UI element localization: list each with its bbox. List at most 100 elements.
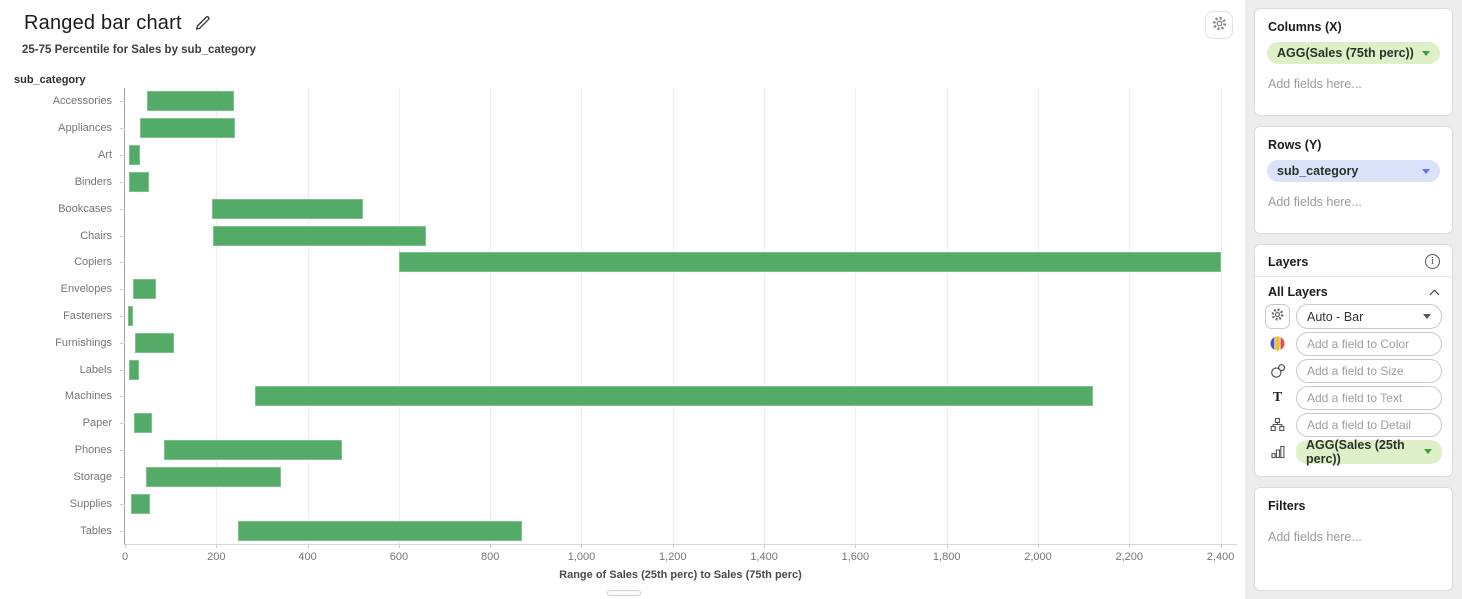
category-label: Labels — [79, 363, 112, 376]
x-axis-tick — [764, 544, 766, 548]
range-bar[interactable] — [128, 306, 134, 326]
x-axis-tick — [581, 544, 583, 548]
rows-field-pill[interactable]: sub_category — [1267, 160, 1440, 182]
gridline — [764, 88, 766, 544]
x-tick-label: 800 — [481, 551, 500, 563]
chart-settings-button[interactable] — [1205, 11, 1233, 39]
filters-add-fields-placeholder[interactable]: Add fields here... — [1268, 530, 1362, 544]
category-label: Appliances — [58, 122, 112, 135]
rows-shelf-title: Rows (Y) — [1268, 138, 1322, 152]
info-icon[interactable]: i — [1425, 254, 1440, 269]
size-icon — [1264, 363, 1291, 379]
chevron-down-icon — [1424, 449, 1432, 454]
gridline — [946, 88, 948, 544]
gridline — [581, 88, 583, 544]
layers-header: Layers i — [1255, 245, 1452, 277]
x-tick-label: 600 — [389, 551, 409, 563]
category-label: Accessories — [52, 95, 112, 108]
range-bar[interactable] — [255, 386, 1093, 407]
columns-add-fields-placeholder[interactable]: Add fields here... — [1268, 77, 1362, 91]
range-bar[interactable] — [163, 440, 342, 461]
color-field-input[interactable] — [1296, 331, 1442, 356]
y-axis-tick — [120, 262, 125, 264]
rows-shelf: Rows (Y) sub_category Add fields here... — [1254, 126, 1453, 234]
chevron-down-icon — [1422, 168, 1430, 174]
gridline — [855, 88, 857, 544]
bar-chart-icon — [1264, 444, 1291, 459]
filters-shelf: Filters Add fields here... — [1254, 487, 1453, 591]
chevron-down-icon — [1423, 314, 1431, 319]
mark-type-row: Auto - Bar — [1255, 303, 1452, 330]
gridline — [398, 88, 400, 544]
edit-title-button[interactable] — [194, 13, 212, 34]
y-axis-tick — [120, 181, 125, 183]
y-axis-tick — [120, 208, 125, 210]
range-bar[interactable] — [238, 520, 523, 541]
x-axis-tick — [1129, 544, 1131, 548]
all-layers-row: All Layers — [1255, 277, 1452, 303]
category-label: Envelopes — [60, 283, 112, 296]
range-bar[interactable] — [129, 171, 150, 192]
x-axis-tick — [855, 544, 857, 548]
x-axis-tick — [216, 544, 218, 548]
y-axis-tick — [120, 396, 125, 398]
x-tick-label: 2,200 — [1115, 551, 1144, 563]
pencil-icon — [194, 13, 212, 34]
range-bar[interactable] — [140, 118, 235, 139]
layer-settings-button[interactable] — [1265, 304, 1290, 329]
detail-field-input[interactable] — [1296, 412, 1442, 437]
mark-type-select[interactable]: Auto - Bar — [1296, 304, 1442, 329]
y-axis-tick — [120, 476, 125, 478]
x-tick-label: 1,400 — [750, 551, 778, 563]
x-tick-label: 2,000 — [1024, 551, 1052, 563]
filters-shelf-title: Filters — [1268, 499, 1306, 513]
y-axis-tick — [120, 128, 125, 130]
range-bar[interactable] — [130, 493, 150, 514]
range-bar[interactable] — [128, 359, 139, 380]
range-bar[interactable] — [145, 466, 282, 487]
x-tick-label: 2,400 — [1206, 551, 1235, 563]
columns-field-pill-label: AGG(Sales (75th perc)) — [1277, 46, 1414, 60]
plot-area: 0 200 400 600 800 1,000 1,200 1,400 1,600 1,800 2,… — [120, 88, 1237, 563]
columns-field-pill[interactable]: AGG(Sales (75th perc)) — [1267, 42, 1440, 64]
y-axis-tick — [120, 503, 125, 505]
x-axis-tick — [125, 544, 126, 548]
measure-field-pill-label: AGG(Sales (25th perc)) — [1306, 437, 1405, 466]
y-axis-tick — [120, 530, 125, 532]
x-axis-tick — [946, 544, 948, 548]
color-icon — [1264, 336, 1291, 351]
page-title: Ranged bar chart — [24, 12, 182, 34]
color-encoding-row — [1255, 330, 1452, 357]
y-axis-tick — [120, 101, 125, 103]
y-axis-tick — [120, 289, 125, 291]
range-bar[interactable] — [398, 252, 1221, 273]
detail-encoding-row — [1255, 411, 1452, 438]
x-axis-tick — [490, 544, 492, 548]
columns-shelf-title: Columns (X) — [1268, 20, 1342, 34]
x-axis-tick — [398, 544, 400, 548]
y-axis-tick — [120, 235, 125, 237]
gridline — [1037, 88, 1039, 544]
x-tick-label: 1,600 — [841, 551, 870, 563]
range-bar[interactable] — [133, 279, 157, 300]
size-encoding-row — [1255, 357, 1452, 384]
range-bar[interactable] — [146, 91, 234, 112]
range-bar[interactable] — [134, 413, 153, 434]
chevron-up-icon[interactable] — [1429, 289, 1440, 299]
category-label: Art — [97, 149, 112, 162]
all-layers-label: All Layers — [1268, 285, 1328, 299]
x-tick-label: 200 — [207, 551, 226, 563]
size-field-input[interactable] — [1296, 358, 1442, 383]
horizontal-scrollbar-thumb[interactable] — [607, 590, 641, 596]
category-label: Paper — [82, 417, 112, 430]
range-bar[interactable] — [135, 332, 175, 353]
range-bar[interactable] — [129, 145, 141, 166]
gridline — [672, 88, 674, 544]
range-bar[interactable] — [211, 198, 364, 219]
title-row: Ranged bar chart — [24, 12, 212, 35]
rows-add-fields-placeholder[interactable]: Add fields here... — [1268, 195, 1362, 209]
text-field-input[interactable] — [1296, 385, 1442, 410]
x-tick-label: 400 — [298, 551, 317, 563]
range-bar[interactable] — [212, 225, 427, 246]
measure-field-pill[interactable]: AGG(Sales (25th perc)) — [1296, 437, 1442, 466]
